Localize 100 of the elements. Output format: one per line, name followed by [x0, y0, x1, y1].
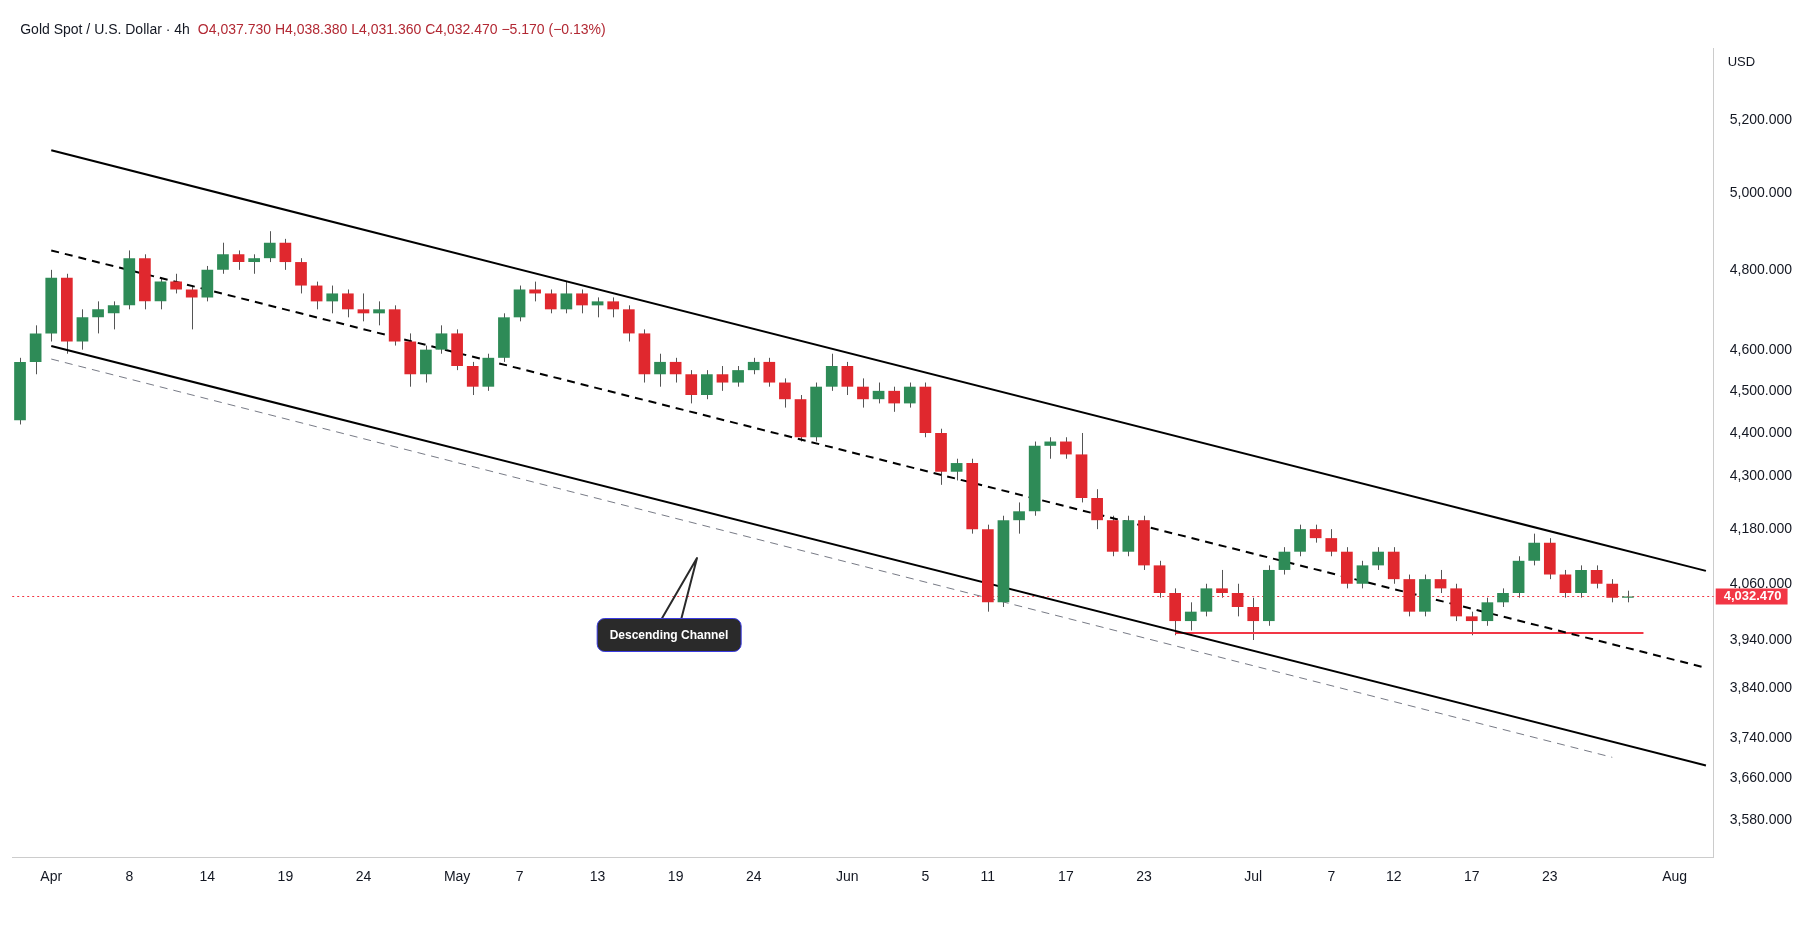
- x-tick-label: 17: [1058, 868, 1074, 885]
- candlestick: [857, 377, 869, 409]
- candlestick: [107, 300, 120, 330]
- candlestick: [841, 361, 854, 396]
- candlestick: [732, 365, 744, 388]
- candlestick: [576, 288, 588, 314]
- candlestick: [1278, 546, 1291, 576]
- candlestick: [217, 242, 229, 275]
- x-tick-label: 11: [980, 868, 996, 885]
- y-tick-label: 5,000.000: [1729, 184, 1793, 201]
- candlestick: [591, 296, 604, 318]
- annotation: Descending Channel: [596, 618, 742, 653]
- y-tick-label: 5,200.000: [1729, 110, 1793, 127]
- candlestick: [357, 292, 370, 322]
- candlestick: [825, 353, 838, 392]
- candlestick: [544, 288, 557, 314]
- candlestick: [1590, 564, 1603, 589]
- candlestick: [560, 281, 573, 314]
- candlestick: [435, 324, 448, 355]
- x-tick-label: 7: [1327, 868, 1336, 885]
- candlestick: [1216, 569, 1228, 599]
- candlestick: [279, 238, 292, 271]
- candlestick: [232, 249, 245, 271]
- candlestick: [92, 300, 104, 334]
- candlestick: [341, 288, 354, 318]
- candlestick: [1575, 564, 1587, 599]
- candlestick: [1091, 488, 1103, 530]
- y-tick-label: 4,300.000: [1729, 466, 1793, 483]
- y-tick-label: 4,500.000: [1729, 381, 1793, 398]
- candlestick: [154, 277, 167, 310]
- x-tick-label: 24: [355, 868, 372, 885]
- candlestick: [1325, 528, 1338, 557]
- x-tick-label: 23: [1136, 868, 1152, 885]
- candlestick: [248, 253, 261, 275]
- x-tick-label: 14: [199, 868, 216, 885]
- x-tick-label: Jul: [1244, 868, 1263, 885]
- candlestick: [1559, 569, 1572, 599]
- candlestick: [295, 257, 307, 294]
- candlestick: [716, 365, 729, 392]
- candlestick: [685, 369, 698, 404]
- candlestick: [872, 382, 885, 404]
- candlestick: [1247, 597, 1260, 641]
- candlestick: [779, 377, 791, 409]
- x-tick-label: Jun: [836, 868, 859, 885]
- candlestick: [1294, 524, 1306, 557]
- y-tick-label: 4,400.000: [1729, 423, 1793, 440]
- candlestick: [1356, 560, 1369, 589]
- y-tick-label: 3,840.000: [1729, 679, 1793, 696]
- candlestick: [669, 357, 682, 384]
- candlestick: [888, 386, 901, 413]
- text: O4,037.730 H4,038.380 L4,031.360 C4,032.470 −5.170 (−0.13%): [197, 20, 606, 37]
- candlestick: [1434, 569, 1447, 594]
- candlestick: [654, 353, 666, 388]
- y-tick-label: 3,580.000: [1729, 810, 1793, 827]
- candlestick: [185, 285, 198, 330]
- y-tick-label: 4,800.000: [1729, 260, 1793, 277]
- x-tick-label: 8: [125, 868, 134, 885]
- candlestick: [326, 285, 339, 314]
- x-tick-label: Aug: [1662, 868, 1688, 885]
- x-tick-label: Apr: [40, 868, 63, 885]
- chart-subtitle: Gold Spot / U.S. Dollar · 4h: [20, 20, 190, 37]
- candlestick: [1060, 436, 1072, 460]
- x-tick-label: 12: [1385, 868, 1402, 885]
- y-tick-label: 3,940.000: [1729, 630, 1793, 647]
- candlestick: [1497, 587, 1509, 608]
- candlestick: [529, 281, 542, 302]
- y-axis-title: USD: [1727, 53, 1756, 69]
- x-tick-label: 19: [667, 868, 684, 885]
- x-tick-label: 24: [745, 868, 762, 885]
- x-tick-label: 5: [921, 868, 930, 885]
- candlestick: [1013, 501, 1025, 535]
- candlestick: [170, 273, 182, 294]
- candlestick: [1528, 533, 1541, 566]
- candlestick: [1044, 436, 1057, 460]
- candlestick: [466, 361, 479, 396]
- candlestick: [701, 369, 713, 400]
- candlestick: [1372, 546, 1384, 571]
- x-tick-label: 13: [589, 868, 606, 885]
- y-tick-label: 3,660.000: [1729, 769, 1793, 786]
- x-tick-label: 17: [1463, 868, 1480, 885]
- candlestick: [1606, 578, 1619, 603]
- candlestick: [950, 458, 963, 481]
- candlestick: [763, 357, 776, 388]
- candlestick: [607, 296, 620, 318]
- ref-line-label: 4,032.470: [1723, 588, 1782, 604]
- candlestick: [373, 300, 385, 326]
- candlestick: [1200, 583, 1213, 617]
- x-tick-label: 7: [515, 868, 524, 885]
- x-tick-label: May: [443, 868, 471, 885]
- candlestick: [1481, 597, 1494, 627]
- candlestick: [1465, 611, 1478, 636]
- candlestick: [263, 230, 276, 263]
- y-tick-label: 4,060.000: [1729, 574, 1793, 591]
- y-tick-label: 4,600.000: [1729, 340, 1793, 357]
- speech-bubble: Descending Channel: [589, 556, 749, 655]
- y-tick-label: 4,180.000: [1729, 520, 1793, 537]
- candlestick: [903, 382, 916, 409]
- x-tick-label: 19: [277, 868, 294, 885]
- y-tick-label: 3,740.000: [1729, 728, 1793, 745]
- candlestick: [1184, 601, 1197, 632]
